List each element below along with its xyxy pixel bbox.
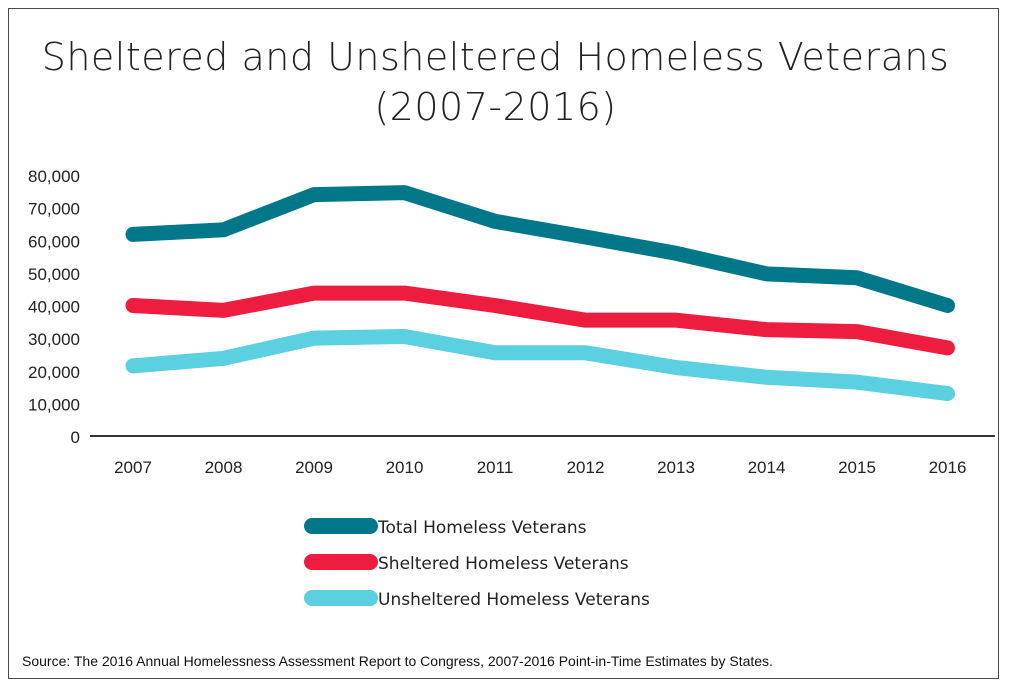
y-tick-label: 0 bbox=[71, 428, 80, 447]
y-tick-label: 20,000 bbox=[28, 363, 80, 382]
y-tick-label: 40,000 bbox=[28, 298, 80, 317]
y-tick-label: 50,000 bbox=[28, 265, 80, 284]
chart-subtitle: (2007-2016) bbox=[374, 85, 617, 129]
series-line bbox=[125, 285, 955, 356]
series-line bbox=[125, 328, 955, 402]
legend-label: Sheltered Homeless Veterans bbox=[378, 554, 629, 574]
x-tick-label: 2008 bbox=[205, 458, 243, 477]
x-tick-label: 2010 bbox=[386, 458, 424, 477]
x-tick-label: 2013 bbox=[657, 458, 695, 477]
y-tick-label: 10,000 bbox=[28, 395, 80, 414]
y-tick-label: 80,000 bbox=[28, 167, 80, 186]
x-tick-label: 2015 bbox=[838, 458, 876, 477]
x-tick-label: 2009 bbox=[295, 458, 333, 477]
y-axis: 0 10,000 20,000 30,000 40,000 50,000 60,000 70,… bbox=[28, 167, 80, 447]
x-tick-label: 2014 bbox=[748, 458, 786, 477]
x-tick-label: 2012 bbox=[567, 458, 605, 477]
y-tick-label: 70,000 bbox=[28, 200, 80, 219]
x-tick-label: 2011 bbox=[477, 458, 514, 477]
legend: Total Homeless Veterans Sheltered Homeles… bbox=[304, 518, 650, 610]
chart-title: Sheltered and Unsheltered Homeless Veter… bbox=[41, 35, 950, 79]
legend-label: Unsheltered Homeless Veterans bbox=[378, 590, 650, 610]
x-tick-label: 2016 bbox=[929, 458, 967, 477]
x-axis: 2007 2008 2009 2010 2011 2012 2013 2014 2015 2016 bbox=[114, 458, 966, 477]
chart-frame bbox=[8, 8, 999, 679]
y-tick-label: 30,000 bbox=[28, 330, 80, 349]
series-lines bbox=[125, 185, 955, 402]
y-tick-label: 60,000 bbox=[28, 232, 80, 251]
legend-label: Total Homeless Veterans bbox=[377, 518, 587, 538]
source-note: Source: The 2016 Annual Homelessness Ass… bbox=[22, 653, 773, 669]
series-line bbox=[125, 185, 955, 313]
x-tick-label: 2007 bbox=[114, 458, 152, 477]
